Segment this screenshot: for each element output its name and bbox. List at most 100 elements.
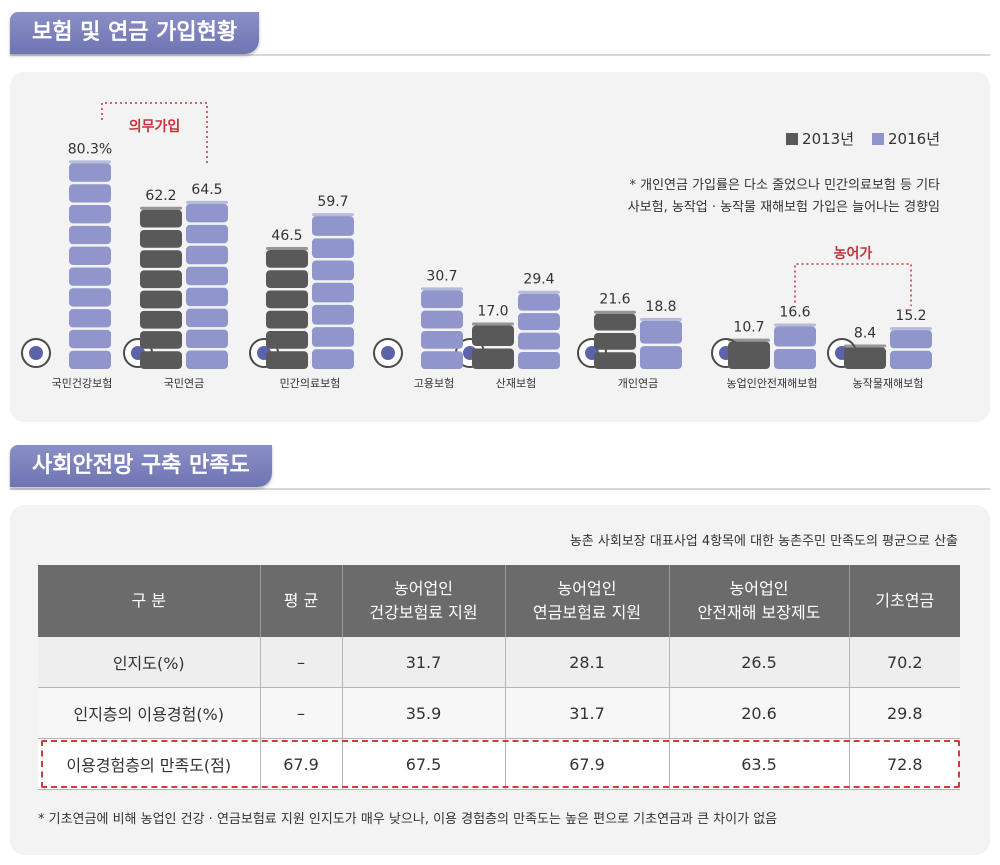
legend-item-2013: 2013년 bbox=[786, 128, 854, 149]
bar-segment bbox=[69, 163, 111, 182]
table-header: 농어업인 안전재해 보장제도 bbox=[669, 565, 850, 637]
table-header: 기초연금 bbox=[849, 565, 960, 637]
bar-2016 bbox=[640, 317, 682, 369]
bar-segment bbox=[640, 346, 682, 369]
bar-2016 bbox=[774, 323, 816, 369]
bar-segment bbox=[69, 309, 111, 328]
bar-segment bbox=[594, 332, 636, 350]
table-cell: 인지층의 이용경험(%) bbox=[38, 687, 261, 739]
bar-segment bbox=[266, 310, 308, 329]
bar-segment bbox=[69, 246, 111, 265]
bar-segment bbox=[312, 260, 354, 281]
bar-2016 bbox=[69, 160, 111, 369]
data-label: 46.5 bbox=[271, 228, 302, 244]
bar-segment bbox=[140, 209, 182, 228]
table-cell: – bbox=[260, 687, 343, 739]
data-label: 17.0 bbox=[477, 303, 508, 319]
table-cell: 67.9 bbox=[505, 738, 670, 790]
table-cell: 63.5 bbox=[669, 738, 850, 790]
table-header: 평 균 bbox=[260, 565, 343, 637]
table-cell: 31.7 bbox=[505, 687, 670, 739]
table-cell: 67.5 bbox=[342, 738, 506, 790]
bar-segment bbox=[594, 313, 636, 331]
table-cell: 26.5 bbox=[669, 637, 850, 688]
data-label: 62.2 bbox=[145, 188, 176, 204]
bar-segment bbox=[640, 320, 682, 344]
data-label: 80.3% bbox=[68, 141, 112, 157]
bar-segment bbox=[518, 313, 560, 331]
data-label: 30.7 bbox=[426, 268, 457, 284]
category-label: 농업인안전재해보험 bbox=[726, 376, 817, 390]
annotation-label: 농어가 bbox=[834, 245, 873, 262]
data-label: 29.4 bbox=[523, 272, 554, 288]
data-label: 16.6 bbox=[779, 305, 810, 321]
bar-segment bbox=[266, 270, 308, 288]
table-header: 농어업인 연금보험료 지원 bbox=[505, 565, 670, 637]
data-label: 64.5 bbox=[191, 182, 222, 198]
category-label: 개인연금 bbox=[618, 377, 658, 390]
bar-segment bbox=[186, 287, 228, 307]
highlight-box bbox=[41, 740, 960, 788]
bar-segment bbox=[69, 350, 111, 369]
bar-segment bbox=[774, 326, 816, 347]
table-row: 인지층의 이용경험(%) – 35.9 31.7 20.6 29.8 bbox=[38, 687, 960, 739]
bar-segment bbox=[421, 310, 463, 329]
table-cell: – bbox=[260, 637, 343, 688]
bar-segment bbox=[186, 308, 228, 328]
table-row: 이용경험층의 만족도(점) 67.9 67.5 67.9 63.5 72.8 bbox=[38, 738, 960, 790]
bar-segment bbox=[69, 329, 111, 349]
bar-segment bbox=[518, 352, 560, 369]
bar-segment bbox=[312, 238, 354, 259]
bar-segment bbox=[69, 184, 111, 203]
data-label: 18.8 bbox=[645, 299, 676, 315]
data-label: 15.2 bbox=[895, 308, 926, 324]
bar-segment bbox=[140, 250, 182, 268]
table-header-row: 구 분 평 균 농어업인 건강보험료 지원 농어업인 연금보험료 지원 농어업인… bbox=[38, 565, 960, 637]
bar-segment bbox=[69, 225, 111, 245]
table-row: 인지도(%) – 31.7 28.1 26.5 70.2 bbox=[38, 637, 960, 688]
bar-2016 bbox=[186, 200, 228, 369]
bar-segment bbox=[421, 330, 463, 349]
bar-segment bbox=[186, 224, 228, 244]
bar-segment bbox=[186, 329, 228, 349]
bar-segment bbox=[312, 304, 354, 325]
bar-2016 bbox=[312, 213, 354, 369]
bar-segment bbox=[69, 288, 111, 307]
bar-segment bbox=[472, 325, 514, 346]
bar-2013 bbox=[472, 322, 514, 369]
bar-segment bbox=[774, 349, 816, 369]
bar-segment bbox=[186, 245, 228, 265]
section-rule bbox=[10, 488, 990, 490]
bar-segment bbox=[266, 290, 308, 309]
table-cell: 72.8 bbox=[849, 738, 960, 790]
bar-2013 bbox=[266, 246, 308, 369]
bar-segment bbox=[186, 350, 228, 369]
bar-segment bbox=[140, 290, 182, 309]
table-note: 농촌 사회보장 대표사업 4항목에 대한 농촌주민 만족도의 평균으로 산출 bbox=[569, 534, 958, 549]
bar-2016 bbox=[890, 327, 932, 369]
table-cell: 이용경험층의 만족도(점) bbox=[38, 738, 261, 790]
bar-segment bbox=[140, 351, 182, 369]
bar-segment bbox=[594, 352, 636, 369]
table-cell: 35.9 bbox=[342, 687, 506, 739]
bar-segment bbox=[312, 349, 354, 369]
bar-segment bbox=[312, 216, 354, 236]
bar-segment bbox=[890, 350, 932, 369]
table-cell: 67.9 bbox=[260, 738, 343, 790]
table-header: 구 분 bbox=[38, 565, 261, 637]
section-title-satisfaction: 사회안전망 구축 만족도 bbox=[10, 445, 272, 487]
bar-2013 bbox=[140, 206, 182, 369]
bar-2013 bbox=[594, 310, 636, 369]
bar-segment bbox=[140, 270, 182, 289]
category-label: 산재보험 bbox=[496, 377, 536, 390]
chart-legend: 2013년 2016년 bbox=[786, 128, 940, 149]
bar-segment bbox=[186, 203, 228, 223]
chart-note: * 개인연금 가입률은 다소 줄었으나 민간의료보험 등 기타 사보험, 농작업… bbox=[627, 178, 940, 215]
bar-segment bbox=[312, 327, 354, 347]
table-cell: 29.8 bbox=[849, 687, 960, 739]
bar-segment bbox=[266, 351, 308, 369]
section-title-insurance: 보험 및 연금 가입현황 bbox=[10, 12, 260, 54]
data-label: 59.7 bbox=[317, 194, 348, 210]
category-label: 국민연금 bbox=[164, 377, 204, 390]
